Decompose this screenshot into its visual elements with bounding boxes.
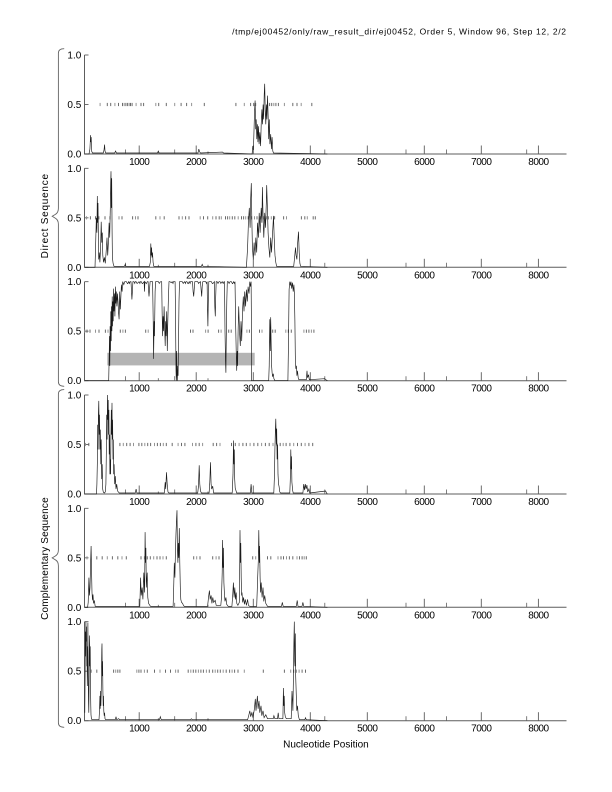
- svg-text:8000: 8000: [528, 157, 549, 168]
- svg-text:/tmp/ej00452/only/raw_result_d: /tmp/ej00452/only/raw_result_dir/ej00452…: [232, 26, 566, 36]
- svg-text:3000: 3000: [243, 270, 264, 281]
- svg-text:5000: 5000: [357, 610, 378, 621]
- svg-text:4000: 4000: [300, 157, 321, 168]
- svg-text:0.5: 0.5: [67, 327, 81, 338]
- svg-text:7000: 7000: [471, 270, 492, 281]
- svg-text:8000: 8000: [528, 610, 549, 621]
- svg-text:3000: 3000: [243, 157, 264, 168]
- svg-text:7000: 7000: [471, 157, 492, 168]
- svg-text:5000: 5000: [357, 270, 378, 281]
- svg-text:6000: 6000: [414, 724, 435, 735]
- svg-text:Complementary Sequence: Complementary Sequence: [40, 497, 51, 620]
- svg-text:8000: 8000: [528, 384, 549, 395]
- svg-text:2000: 2000: [186, 497, 207, 508]
- svg-text:4000: 4000: [300, 270, 321, 281]
- svg-text:1000: 1000: [129, 610, 150, 621]
- svg-text:1000: 1000: [129, 724, 150, 735]
- svg-text:7000: 7000: [471, 384, 492, 395]
- svg-text:0.5: 0.5: [67, 213, 81, 224]
- svg-text:8000: 8000: [528, 270, 549, 281]
- svg-text:4000: 4000: [300, 724, 321, 735]
- svg-text:6000: 6000: [414, 610, 435, 621]
- svg-text:3000: 3000: [243, 724, 264, 735]
- svg-text:0.0: 0.0: [67, 376, 81, 387]
- svg-text:1.0: 1.0: [67, 164, 81, 175]
- svg-text:3000: 3000: [243, 384, 264, 395]
- svg-text:6000: 6000: [414, 157, 435, 168]
- svg-text:1000: 1000: [129, 157, 150, 168]
- svg-text:5000: 5000: [357, 157, 378, 168]
- svg-text:1.0: 1.0: [67, 617, 81, 628]
- svg-text:2000: 2000: [186, 384, 207, 395]
- svg-text:6000: 6000: [414, 270, 435, 281]
- svg-text:2000: 2000: [186, 270, 207, 281]
- svg-text:1000: 1000: [129, 270, 150, 281]
- svg-text:1000: 1000: [129, 497, 150, 508]
- svg-text:0.0: 0.0: [67, 716, 81, 727]
- svg-text:2000: 2000: [186, 610, 207, 621]
- svg-text:1000: 1000: [129, 384, 150, 395]
- svg-text:0.5: 0.5: [67, 667, 81, 678]
- svg-text:6000: 6000: [414, 497, 435, 508]
- svg-text:4000: 4000: [300, 610, 321, 621]
- svg-text:7000: 7000: [471, 724, 492, 735]
- svg-text:1.0: 1.0: [67, 51, 81, 62]
- svg-text:4000: 4000: [300, 384, 321, 395]
- svg-text:5000: 5000: [357, 724, 378, 735]
- svg-text:Nucleotide Position: Nucleotide Position: [283, 739, 369, 750]
- svg-text:4000: 4000: [300, 497, 321, 508]
- svg-text:1.0: 1.0: [67, 504, 81, 515]
- svg-text:1.0: 1.0: [67, 277, 81, 288]
- svg-text:3000: 3000: [243, 610, 264, 621]
- svg-text:5000: 5000: [357, 384, 378, 395]
- svg-text:0.5: 0.5: [67, 440, 81, 451]
- svg-text:0.0: 0.0: [67, 150, 81, 161]
- svg-text:5000: 5000: [357, 497, 378, 508]
- svg-text:7000: 7000: [471, 610, 492, 621]
- svg-text:8000: 8000: [528, 724, 549, 735]
- svg-text:0.0: 0.0: [67, 490, 81, 501]
- svg-text:3000: 3000: [243, 497, 264, 508]
- svg-text:Direct Sequence: Direct Sequence: [40, 173, 51, 258]
- svg-text:6000: 6000: [414, 384, 435, 395]
- svg-text:8000: 8000: [528, 497, 549, 508]
- svg-text:0.0: 0.0: [67, 603, 81, 614]
- svg-text:2000: 2000: [186, 724, 207, 735]
- svg-text:1.0: 1.0: [67, 391, 81, 402]
- svg-text:0.5: 0.5: [67, 553, 81, 564]
- svg-text:0.0: 0.0: [67, 263, 81, 274]
- svg-text:7000: 7000: [471, 497, 492, 508]
- svg-text:0.5: 0.5: [67, 100, 81, 111]
- svg-text:2000: 2000: [186, 157, 207, 168]
